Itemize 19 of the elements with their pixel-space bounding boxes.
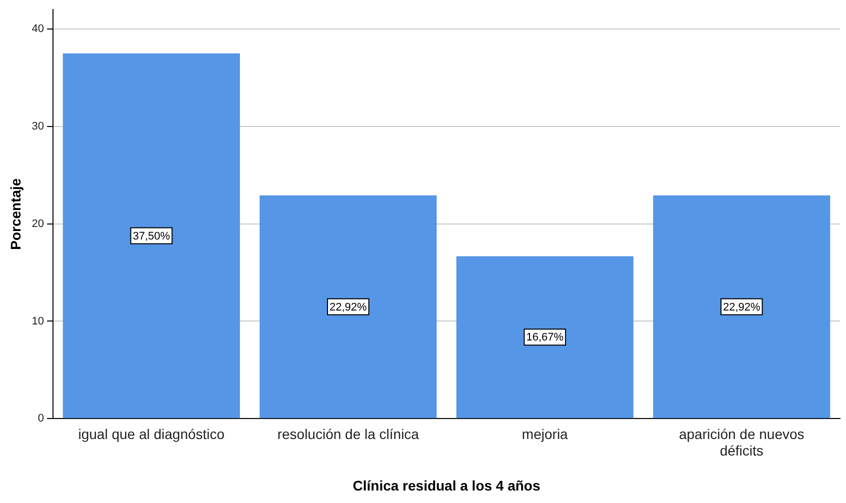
y-tick-label: 30	[32, 120, 44, 132]
y-axis-title: Porcentaje	[7, 178, 24, 250]
y-tick-label: 10	[32, 315, 44, 328]
y-tick-label: 20	[32, 218, 44, 230]
x-tick-label: igual que al diagnóstico	[78, 426, 225, 442]
x-tick-label: resolución de la clínica	[277, 426, 420, 442]
x-axis-title: Clínica residual a los 4 años	[352, 477, 540, 494]
x-tick-label: mejoria	[522, 426, 568, 442]
data-label: 16,67%	[526, 332, 564, 344]
data-label: 37,50%	[132, 230, 170, 242]
bar	[62, 53, 240, 418]
bar	[653, 195, 830, 418]
data-label: 22,92%	[722, 301, 760, 314]
data-label: 22,92%	[329, 301, 368, 314]
y-tick-label: 40	[32, 23, 44, 36]
y-tick-label: 0	[38, 412, 44, 425]
x-tick-label: aparición de nuevos déficits	[678, 426, 804, 459]
bar	[456, 256, 634, 418]
bar	[260, 195, 437, 418]
